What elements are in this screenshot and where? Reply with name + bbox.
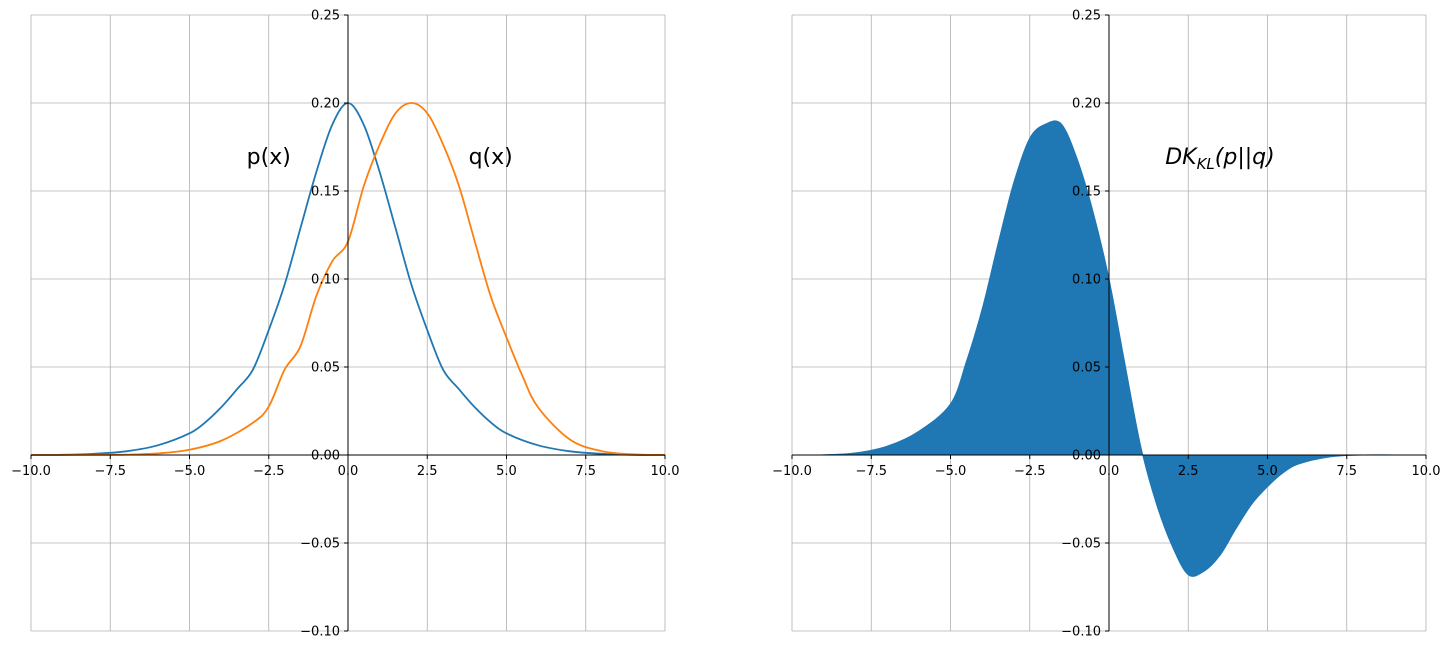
x-tick-label: 2.5 bbox=[417, 464, 438, 479]
x-tick-label: −2.5 bbox=[253, 464, 285, 479]
x-tick-label: 0.0 bbox=[338, 464, 359, 479]
y-tick-label: −0.05 bbox=[300, 537, 340, 552]
x-tick-label: 7.5 bbox=[1336, 464, 1357, 479]
x-tick-label: 5.0 bbox=[496, 464, 517, 479]
x-tick-label: −2.5 bbox=[1014, 464, 1046, 479]
right-chart-panel: −10.0 −7.5 −5.0 −2.5 0.0 2.5 5.0 7.5 10.0 −0.10 −0… bbox=[772, 9, 1440, 640]
y-tick-label: 0.10 bbox=[1072, 273, 1101, 288]
y-tick-label: 0.15 bbox=[311, 185, 340, 200]
y-tick-label: 0.25 bbox=[311, 9, 340, 24]
y-tick-label: 0.20 bbox=[1072, 97, 1101, 112]
x-tick-label: −10.0 bbox=[11, 464, 51, 479]
x-tick-label: −5.0 bbox=[174, 464, 206, 479]
series-line-q bbox=[30, 102, 666, 456]
y-tick-label: −0.10 bbox=[300, 625, 340, 640]
y-tick-label: 0.05 bbox=[311, 361, 340, 376]
x-tick-label: 0.0 bbox=[1099, 464, 1120, 479]
y-tick-label: −0.10 bbox=[1061, 625, 1101, 640]
y-tick-label: 0.00 bbox=[311, 449, 340, 464]
x-tick-label: 7.5 bbox=[575, 464, 596, 479]
y-tick-label: 0.10 bbox=[311, 273, 340, 288]
kl-label-tail: (p||q) bbox=[1215, 145, 1275, 170]
y-tick-label: 0.15 bbox=[1072, 185, 1101, 200]
x-tick-label: 5.0 bbox=[1257, 464, 1278, 479]
left-chart-panel: −10.0 −7.5 −5.0 −2.5 0.0 2.5 5.0 7.5 10.0 −0.10 −0… bbox=[11, 9, 679, 640]
p-label: p(x) bbox=[247, 145, 291, 170]
x-tick-label: −7.5 bbox=[855, 464, 887, 479]
y-tick-label: 0.00 bbox=[1072, 449, 1101, 464]
y-tick-label: −0.05 bbox=[1061, 537, 1101, 552]
x-tick-label: 10.0 bbox=[651, 464, 680, 479]
kl-label-main: DK bbox=[1165, 145, 1198, 170]
y-tick-label: 0.05 bbox=[1072, 361, 1101, 376]
x-tick-label: −10.0 bbox=[772, 464, 812, 479]
q-label: q(x) bbox=[469, 145, 513, 170]
y-tick-label: 0.20 bbox=[311, 97, 340, 112]
x-tick-label: −5.0 bbox=[935, 464, 967, 479]
x-tick-label: −7.5 bbox=[94, 464, 126, 479]
y-tick-label: 0.25 bbox=[1072, 9, 1101, 24]
x-tick-label: 2.5 bbox=[1178, 464, 1199, 479]
x-tick-label: 10.0 bbox=[1412, 464, 1441, 479]
kl-label-sub: KL bbox=[1197, 155, 1215, 173]
kl-label: DKKL(p||q) bbox=[1165, 145, 1275, 173]
